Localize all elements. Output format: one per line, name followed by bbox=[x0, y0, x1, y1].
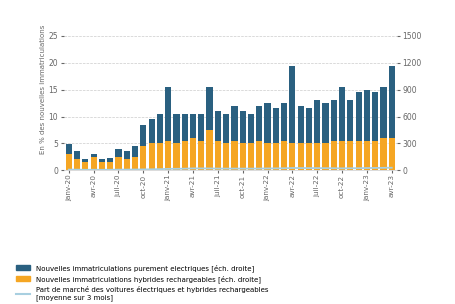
Bar bbox=[272, 109, 278, 143]
Bar bbox=[297, 106, 303, 143]
Bar bbox=[288, 66, 295, 143]
Bar bbox=[379, 87, 386, 138]
Bar bbox=[280, 141, 287, 170]
Bar bbox=[222, 114, 229, 143]
Bar bbox=[388, 138, 394, 170]
Bar bbox=[239, 111, 245, 143]
Bar bbox=[189, 114, 196, 138]
Bar bbox=[74, 160, 80, 170]
Bar bbox=[82, 160, 88, 162]
Bar bbox=[214, 111, 221, 141]
Bar bbox=[173, 143, 179, 170]
Legend: Nouvelles immatriculations purement electriques [éch. droite], Nouvelles immatri: Nouvelles immatriculations purement elec… bbox=[14, 261, 271, 304]
Bar bbox=[222, 143, 229, 170]
Y-axis label: En % des nouvelles immatriculations: En % des nouvelles immatriculations bbox=[40, 25, 46, 154]
Bar bbox=[256, 106, 262, 141]
Bar bbox=[157, 143, 162, 170]
Bar bbox=[322, 103, 328, 143]
Bar bbox=[165, 87, 171, 141]
Bar bbox=[66, 154, 72, 170]
Bar bbox=[107, 162, 113, 170]
Bar bbox=[115, 157, 121, 170]
Bar bbox=[157, 114, 162, 143]
Bar bbox=[66, 144, 72, 154]
Bar bbox=[91, 154, 96, 157]
Bar bbox=[379, 138, 386, 170]
Bar bbox=[371, 92, 378, 141]
Bar bbox=[371, 141, 378, 170]
Bar bbox=[148, 119, 154, 143]
Bar bbox=[264, 143, 270, 170]
Bar bbox=[264, 103, 270, 143]
Bar bbox=[363, 90, 369, 141]
Bar bbox=[206, 130, 212, 170]
Bar bbox=[198, 141, 204, 170]
Bar bbox=[123, 160, 130, 170]
Bar bbox=[206, 87, 212, 130]
Bar bbox=[330, 100, 336, 141]
Bar bbox=[115, 149, 121, 157]
Bar bbox=[248, 143, 253, 170]
Bar bbox=[189, 138, 196, 170]
Bar bbox=[148, 143, 154, 170]
Bar bbox=[346, 141, 353, 170]
Bar bbox=[388, 66, 394, 138]
Bar bbox=[272, 143, 278, 170]
Bar bbox=[99, 162, 105, 170]
Bar bbox=[313, 143, 319, 170]
Bar bbox=[99, 160, 105, 162]
Bar bbox=[256, 141, 262, 170]
Bar bbox=[305, 109, 311, 143]
Bar bbox=[338, 87, 344, 141]
Bar bbox=[123, 151, 130, 160]
Bar bbox=[140, 125, 146, 146]
Bar bbox=[239, 143, 245, 170]
Bar bbox=[198, 114, 204, 141]
Bar bbox=[173, 114, 179, 143]
Bar bbox=[338, 141, 344, 170]
Bar bbox=[131, 157, 138, 170]
Bar bbox=[107, 158, 113, 162]
Bar bbox=[91, 157, 96, 170]
Bar bbox=[346, 100, 353, 141]
Bar bbox=[74, 151, 80, 160]
Bar bbox=[363, 141, 369, 170]
Bar bbox=[82, 162, 88, 170]
Bar bbox=[131, 146, 138, 157]
Bar bbox=[297, 143, 303, 170]
Bar bbox=[288, 143, 295, 170]
Bar bbox=[280, 103, 287, 141]
Bar bbox=[231, 106, 237, 141]
Bar bbox=[214, 141, 221, 170]
Bar bbox=[181, 141, 187, 170]
Bar bbox=[231, 141, 237, 170]
Bar bbox=[355, 141, 361, 170]
Bar bbox=[322, 143, 328, 170]
Bar bbox=[355, 92, 361, 141]
Bar bbox=[330, 141, 336, 170]
Bar bbox=[165, 141, 171, 170]
Bar bbox=[313, 100, 319, 143]
Bar bbox=[181, 114, 187, 141]
Bar bbox=[305, 143, 311, 170]
Bar bbox=[140, 146, 146, 170]
Bar bbox=[248, 114, 253, 143]
